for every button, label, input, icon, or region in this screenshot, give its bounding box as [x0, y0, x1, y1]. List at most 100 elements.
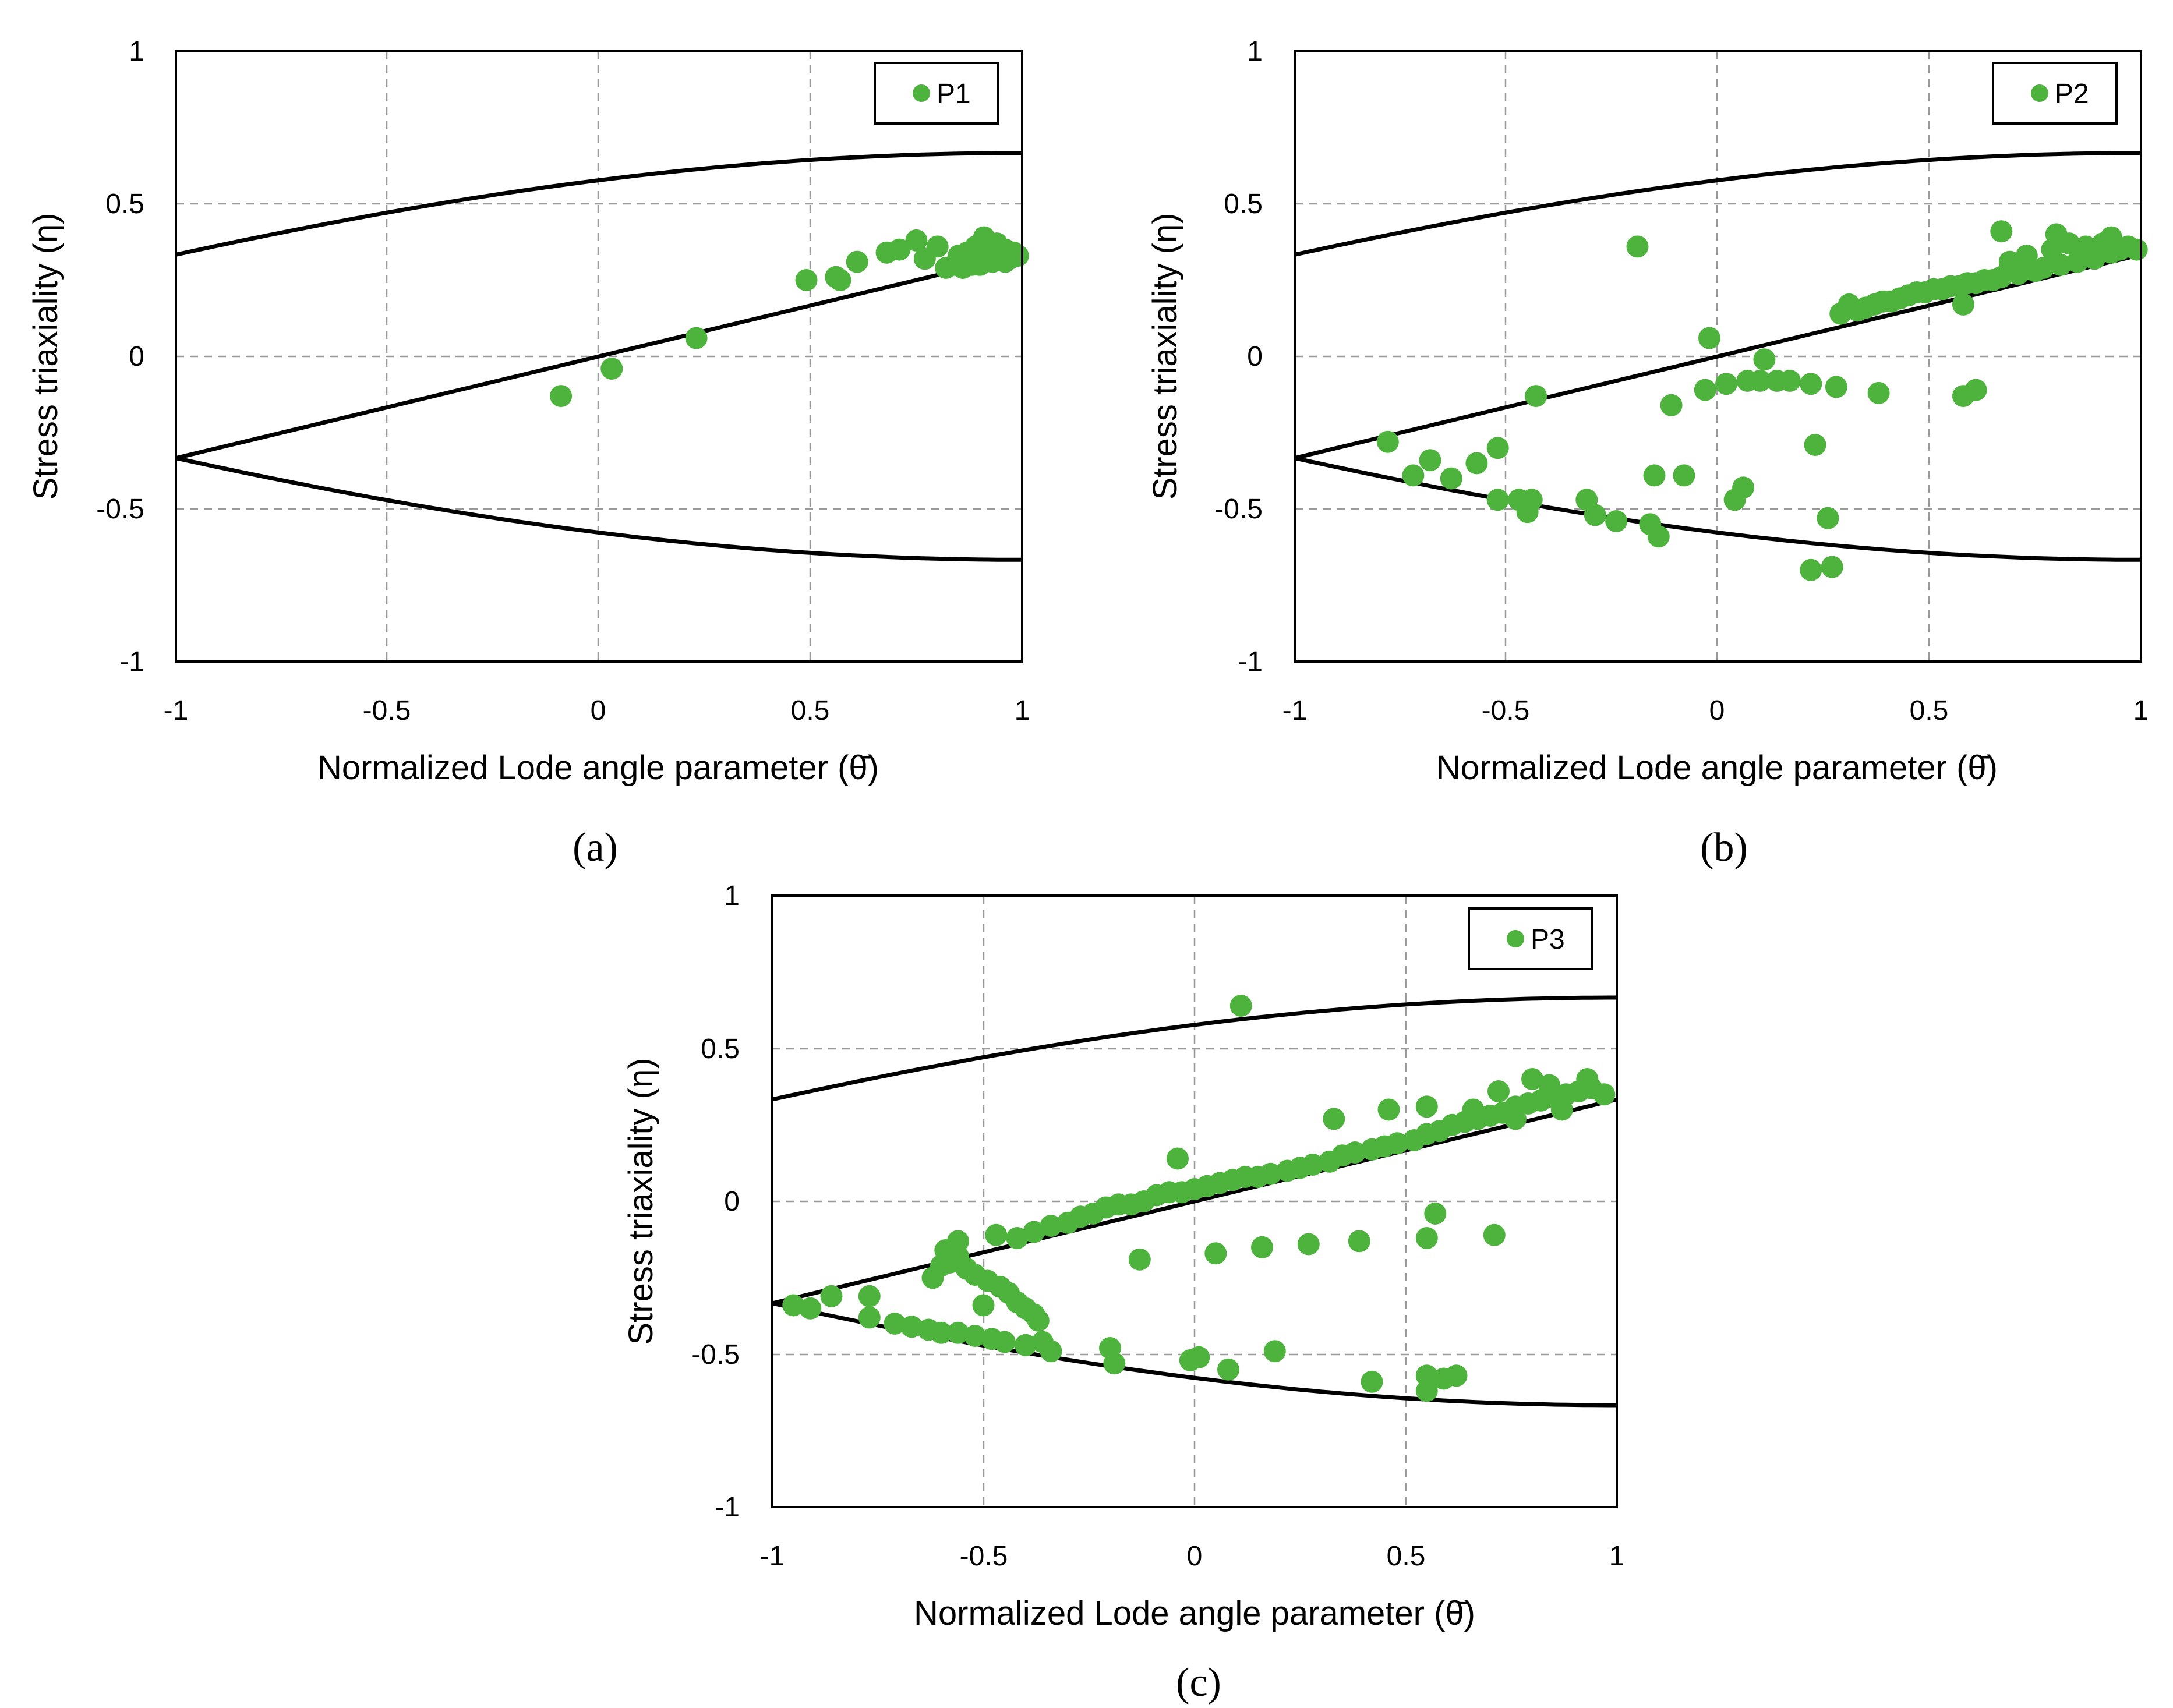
- data-point: [1538, 1074, 1560, 1097]
- data-point: [1465, 452, 1488, 475]
- data-point: [846, 250, 868, 273]
- data-point: [930, 1321, 952, 1344]
- data-point: [1821, 556, 1843, 578]
- data-point: [858, 1285, 881, 1307]
- data-point: [1229, 995, 1252, 1017]
- data-point: [1486, 437, 1509, 459]
- data-point: [926, 235, 949, 258]
- data-point: [1415, 1364, 1438, 1387]
- data-point: [1593, 1083, 1616, 1106]
- data-point: [1188, 1346, 1210, 1368]
- x-tick-label: -1: [164, 695, 189, 726]
- y-tick-labels: 1 0.5 0 -0.5 -1: [1214, 36, 1263, 677]
- data-point: [1800, 373, 1822, 395]
- y-tick-label: -0.5: [691, 1339, 740, 1370]
- x-tick-label: 0: [1187, 1541, 1203, 1572]
- data-point: [1504, 1108, 1527, 1130]
- lower-boundary-curve: [1294, 456, 2141, 562]
- y-axis-title: Stress triaxiality (η): [622, 1058, 660, 1345]
- y-tick-label: 0.5: [105, 189, 144, 220]
- data-point: [1804, 434, 1826, 456]
- plot-area-frame: [1294, 50, 2142, 663]
- data-point: [1424, 1203, 1447, 1225]
- data-point: [1800, 558, 1822, 581]
- data-point: [993, 1331, 1016, 1353]
- data-point: [985, 1223, 1008, 1246]
- data-point: [2050, 253, 2072, 276]
- data-point: [1483, 1223, 1506, 1246]
- data-point: [1361, 1370, 1383, 1393]
- x-tick-label: -0.5: [1482, 695, 1530, 726]
- y-tick-label: 1: [129, 36, 144, 67]
- data-point: [1990, 220, 2013, 243]
- data-point: [1584, 504, 1606, 526]
- data-point: [1867, 381, 1890, 404]
- data-point: [1643, 464, 1666, 487]
- data-point: [947, 1230, 969, 1253]
- data-point: [2007, 263, 2030, 285]
- data-point: [1550, 1098, 1573, 1121]
- x-tick-labels: -1 -0.5 0 0.5 1: [760, 1541, 1625, 1572]
- y-axis-title: Stress triaxiality (η): [27, 213, 65, 500]
- x-axis-title: Normalized Lode angle parameter (θ̄): [317, 749, 879, 787]
- data-point: [1040, 1215, 1062, 1237]
- data-point: [1377, 1098, 1400, 1121]
- data-point: [1415, 1380, 1438, 1402]
- data-point: [2058, 232, 2080, 255]
- data-point: [1779, 369, 1801, 392]
- data-point: [1167, 1147, 1189, 1170]
- data-point: [1023, 1221, 1045, 1243]
- data-point: [1647, 525, 1670, 548]
- x-tick-labels: -1 -0.5 0 0.5 1: [1282, 695, 2149, 726]
- data-point: [1297, 1233, 1320, 1256]
- data-point: [1348, 1230, 1370, 1253]
- scatter-series-p3: [782, 995, 1616, 1402]
- upper-boundary-curve: [1294, 151, 2141, 257]
- y-tick-labels: 1 0.5 0 -0.5 -1: [691, 880, 740, 1523]
- upper-boundary-curve: [175, 151, 1022, 257]
- data-point: [952, 257, 974, 279]
- y-tick-label: 0.5: [701, 1034, 740, 1065]
- data-point: [2125, 238, 2148, 261]
- lower-boundary-curve: [175, 456, 1022, 562]
- data-point: [858, 1306, 881, 1329]
- data-point: [1251, 1236, 1273, 1258]
- data-point: [1376, 430, 1399, 453]
- data-point: [1753, 348, 1776, 371]
- data-point: [888, 238, 911, 261]
- data-point: [1103, 1352, 1126, 1375]
- legend-box: [1992, 62, 2118, 125]
- y-tick-label: -1: [1238, 646, 1263, 677]
- y-tick-labels: 1 0.5 0 -0.5 -1: [96, 36, 144, 677]
- data-point: [799, 1297, 822, 1320]
- data-point: [1302, 1154, 1324, 1176]
- data-point: [829, 269, 851, 291]
- panel-c: P3 1 0.5 0 -0.5 -1 -1 -0.5 0 0.5 1 Norma…: [622, 880, 1624, 1705]
- legend: P2: [1992, 62, 2118, 125]
- x-tick-label: -1: [1282, 695, 1308, 726]
- y-tick-label: 1: [724, 880, 740, 911]
- data-point: [1419, 449, 1441, 472]
- data-point: [1006, 1227, 1029, 1249]
- upper-boundary-curve: [772, 995, 1617, 1102]
- y-tick-label: -1: [715, 1492, 740, 1523]
- data-point: [964, 1325, 986, 1347]
- plot-area-frame: [771, 894, 1618, 1508]
- data-point: [1415, 1227, 1438, 1249]
- x-tick-label: 0: [1709, 695, 1725, 726]
- data-point: [1128, 1248, 1151, 1271]
- data-point: [1462, 1098, 1485, 1121]
- boundary-curves: [175, 151, 1023, 562]
- legend: P3: [1468, 907, 1593, 970]
- data-point: [900, 1316, 923, 1338]
- data-point: [1445, 1364, 1468, 1387]
- data-point: [1217, 1358, 1239, 1381]
- data-point: [972, 1294, 995, 1317]
- data-point: [1605, 510, 1628, 532]
- data-point: [1694, 379, 1716, 401]
- legend-label: P3: [1531, 924, 1565, 955]
- x-tick-label: 0.5: [1910, 695, 1949, 726]
- panel-caption: (c): [1176, 1660, 1221, 1705]
- data-point: [1263, 1340, 1286, 1363]
- x-tick-label: 1: [1609, 1541, 1625, 1572]
